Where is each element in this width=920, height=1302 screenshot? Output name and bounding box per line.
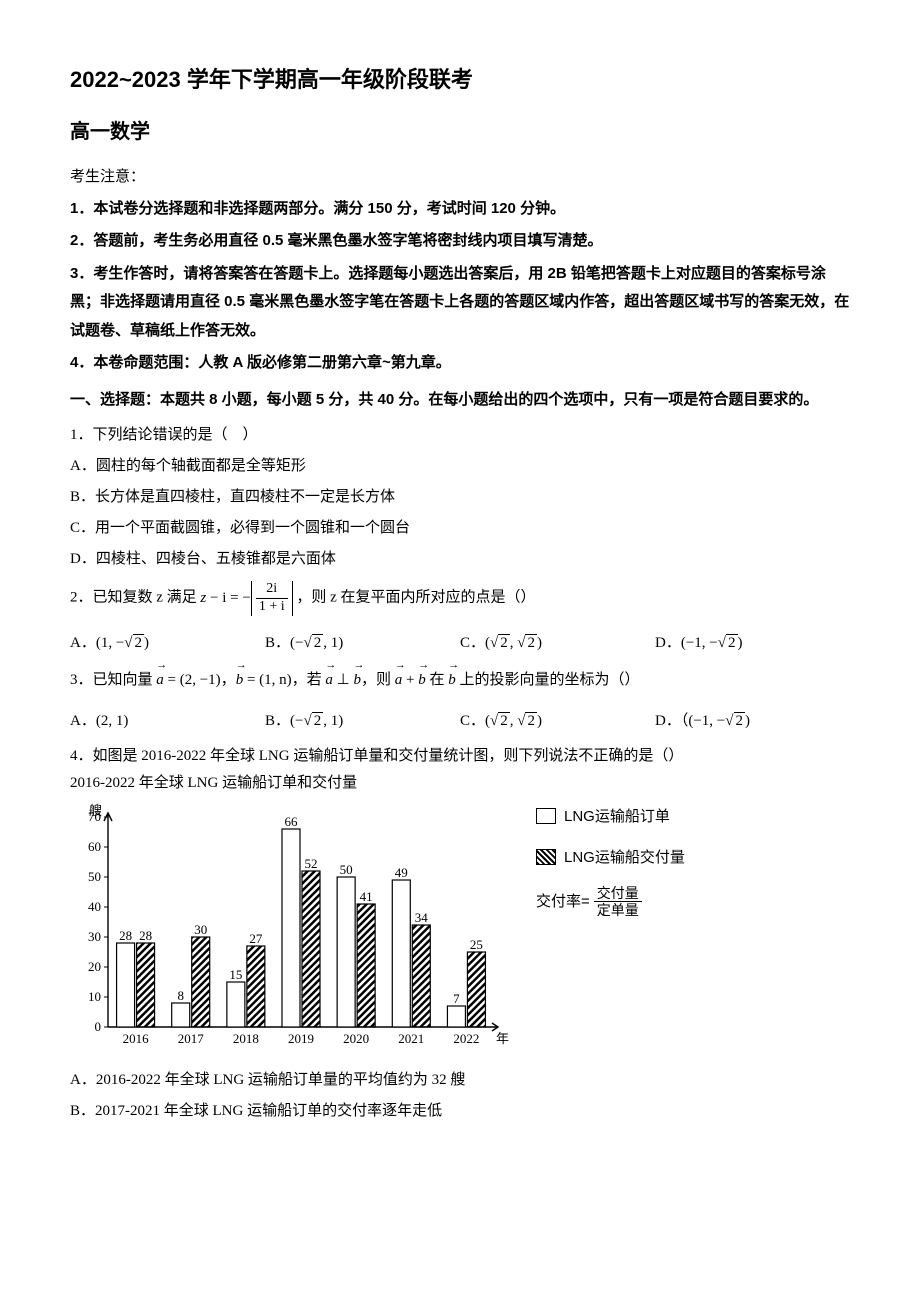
svg-text:15: 15: [229, 967, 242, 982]
svg-text:2018: 2018: [233, 1031, 259, 1046]
svg-text:28: 28: [139, 928, 152, 943]
svg-text:52: 52: [305, 856, 318, 871]
question-4: 4．如图是 2016-2022 年全球 LNG 运输船订单量和交付量统计图，则下…: [70, 743, 850, 1125]
q2-option-c: C．(√2, √2): [460, 630, 655, 657]
q1-option-c: C．用一个平面截圆锥，必得到一个圆锥和一个圆台: [70, 515, 850, 542]
legend-swatch-order: [536, 808, 556, 824]
svg-text:2022: 2022: [453, 1031, 479, 1046]
svg-text:27: 27: [249, 931, 263, 946]
svg-text:30: 30: [194, 922, 207, 937]
svg-text:49: 49: [395, 865, 408, 880]
svg-text:7: 7: [453, 991, 460, 1006]
svg-text:70: 70: [88, 809, 101, 824]
legend-formula: 交付率= 交付量 定单量: [536, 885, 685, 920]
q2-stem-post: ，则 z 在复平面内所对应的点是（）: [296, 590, 535, 606]
q3-option-d: D．（(−1, −√2): [655, 708, 850, 735]
question-3: 3．已知向量 a = (2, −1)，b = (1, n)，若 a ⊥ b，则 …: [70, 665, 850, 735]
q4-option-b: B．2017-2021 年全球 LNG 运输船订单的交付率逐年走低: [70, 1098, 850, 1125]
q4-chart-wrap: 艘年01020304050607028282016830201715272018…: [70, 803, 850, 1063]
svg-text:50: 50: [340, 862, 353, 877]
question-1: 1．下列结论错误的是（ ） A．圆柱的每个轴截面都是全等矩形 B．长方体是直四棱…: [70, 422, 850, 573]
svg-text:10: 10: [88, 989, 101, 1004]
q2-stem-pre: 2．已知复数 z 满足: [70, 590, 200, 606]
question-2: 2．已知复数 z 满足 z − i = −2i1 + i ，则 z 在复平面内所…: [70, 581, 850, 657]
q4-option-a: A．2016-2022 年全球 LNG 运输船订单量的平均值约为 32 艘: [70, 1067, 850, 1094]
svg-text:30: 30: [88, 929, 101, 944]
legend-order: LNG运输船订单: [536, 803, 685, 830]
section-heading: 一、选择题：本题共 8 小题，每小题 5 分，共 40 分。在每小题给出的四个选…: [70, 386, 850, 415]
q1-option-b: B．长方体是直四棱柱，直四棱柱不一定是长方体: [70, 484, 850, 511]
svg-text:60: 60: [88, 839, 101, 854]
svg-text:2020: 2020: [343, 1031, 369, 1046]
svg-text:8: 8: [177, 988, 184, 1003]
notice-item: 3．考生作答时，请将答案答在答题卡上。选择题每小题选出答案后，用 2B 铅笔把答…: [70, 260, 850, 346]
q1-stem: 1．下列结论错误的是（ ）: [70, 422, 850, 449]
notice-item: 1．本试卷分选择题和非选择题两部分。满分 150 分，考试时间 120 分钟。: [70, 195, 850, 224]
svg-text:2017: 2017: [178, 1031, 205, 1046]
legend-deliver: LNG运输船交付量: [536, 844, 685, 871]
svg-text:2021: 2021: [398, 1031, 424, 1046]
svg-text:40: 40: [88, 899, 101, 914]
notice-heading: 考生注意：: [70, 164, 850, 191]
q3-option-c: C．(√2, √2): [460, 708, 655, 735]
bar-chart: 艘年01020304050607028282016830201715272018…: [70, 803, 510, 1063]
svg-text:28: 28: [119, 928, 132, 943]
q3-stem: 3．已知向量 a = (2, −1)，b = (1, n)，若 a ⊥ b，则 …: [70, 672, 639, 688]
svg-text:41: 41: [360, 889, 373, 904]
legend-swatch-deliver: [536, 849, 556, 865]
q2-option-d: D．(−1, −√2): [655, 630, 850, 657]
chart-legend: LNG运输船订单 LNG运输船交付量 交付率= 交付量 定单量: [536, 803, 685, 920]
notice-item: 2．答题前，考生务必用直径 0.5 毫米黑色墨水签字笔将密封线内项目填写清楚。: [70, 227, 850, 256]
q4-chart-caption: 2016-2022 年全球 LNG 运输船订单和交付量: [70, 770, 850, 797]
q2-equation: z − i = −2i1 + i: [200, 590, 296, 606]
svg-text:20: 20: [88, 959, 101, 974]
exam-title: 2022~2023 学年下学期高一年级阶段联考: [70, 60, 850, 100]
q2-option-b: B．(−√2, 1): [265, 630, 460, 657]
notice-item: 4．本卷命题范围：人教 A 版必修第二册第六章~第九章。: [70, 349, 850, 378]
q1-option-d: D．四棱柱、四棱台、五棱锥都是六面体: [70, 546, 850, 573]
q3-option-b: B．(−√2, 1): [265, 708, 460, 735]
svg-text:2019: 2019: [288, 1031, 314, 1046]
q1-option-a: A．圆柱的每个轴截面都是全等矩形: [70, 453, 850, 480]
legend-label-order: LNG运输船订单: [564, 803, 670, 830]
svg-text:0: 0: [95, 1019, 102, 1034]
svg-text:年: 年: [496, 1031, 509, 1046]
svg-text:50: 50: [88, 869, 101, 884]
svg-text:34: 34: [415, 910, 429, 925]
legend-label-deliver: LNG运输船交付量: [564, 844, 685, 871]
q3-option-a: A．(2, 1): [70, 708, 265, 735]
svg-text:2016: 2016: [123, 1031, 150, 1046]
svg-text:66: 66: [285, 814, 299, 829]
q2-option-a: A．(1, −√2): [70, 630, 265, 657]
subject-title: 高一数学: [70, 114, 850, 150]
q4-stem: 4．如图是 2016-2022 年全球 LNG 运输船订单量和交付量统计图，则下…: [70, 743, 850, 770]
svg-text:25: 25: [470, 937, 483, 952]
